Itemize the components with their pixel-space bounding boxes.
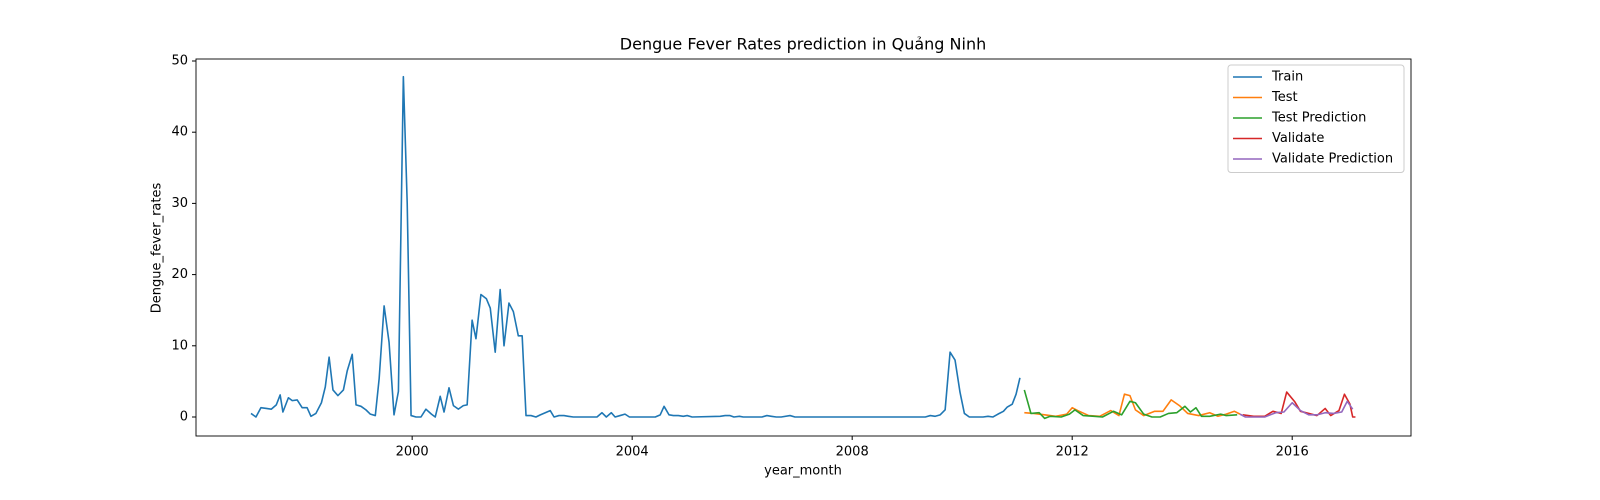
legend-box bbox=[1227, 64, 1405, 173]
plot-frame bbox=[195, 58, 1412, 437]
y-tick-label: 20 bbox=[171, 267, 188, 282]
y-tick-label: 30 bbox=[171, 196, 188, 211]
legend-label: Test Prediction bbox=[1271, 111, 1366, 126]
series-line bbox=[250, 75, 1021, 418]
x-tick-label: 2012 bbox=[1056, 445, 1089, 460]
y-tick-label: 0 bbox=[180, 409, 188, 424]
series-line bbox=[1024, 393, 1241, 418]
x-tick-label: 2016 bbox=[1276, 445, 1309, 460]
y-tick-label: 40 bbox=[171, 125, 188, 140]
series-line bbox=[1239, 400, 1354, 418]
x-tick-label: 2008 bbox=[836, 445, 869, 460]
legend-label: Validate bbox=[1272, 131, 1324, 146]
x-axis-label: year_month bbox=[764, 464, 842, 479]
x-tick-label: 2004 bbox=[616, 445, 649, 460]
series-line bbox=[1242, 391, 1356, 418]
y-axis-label: Dengue_fever_rates bbox=[150, 183, 165, 314]
legend-label: Validate Prediction bbox=[1272, 152, 1393, 167]
chart-title: Dengue Fever Rates prediction in Quảng N… bbox=[620, 35, 986, 54]
legend-label: Train bbox=[1271, 70, 1303, 85]
series-line bbox=[1023, 389, 1238, 420]
legend-label: Test bbox=[1271, 90, 1298, 105]
y-tick-label: 50 bbox=[171, 53, 188, 68]
x-tick-label: 2000 bbox=[396, 445, 429, 460]
y-tick-label: 10 bbox=[171, 338, 188, 353]
